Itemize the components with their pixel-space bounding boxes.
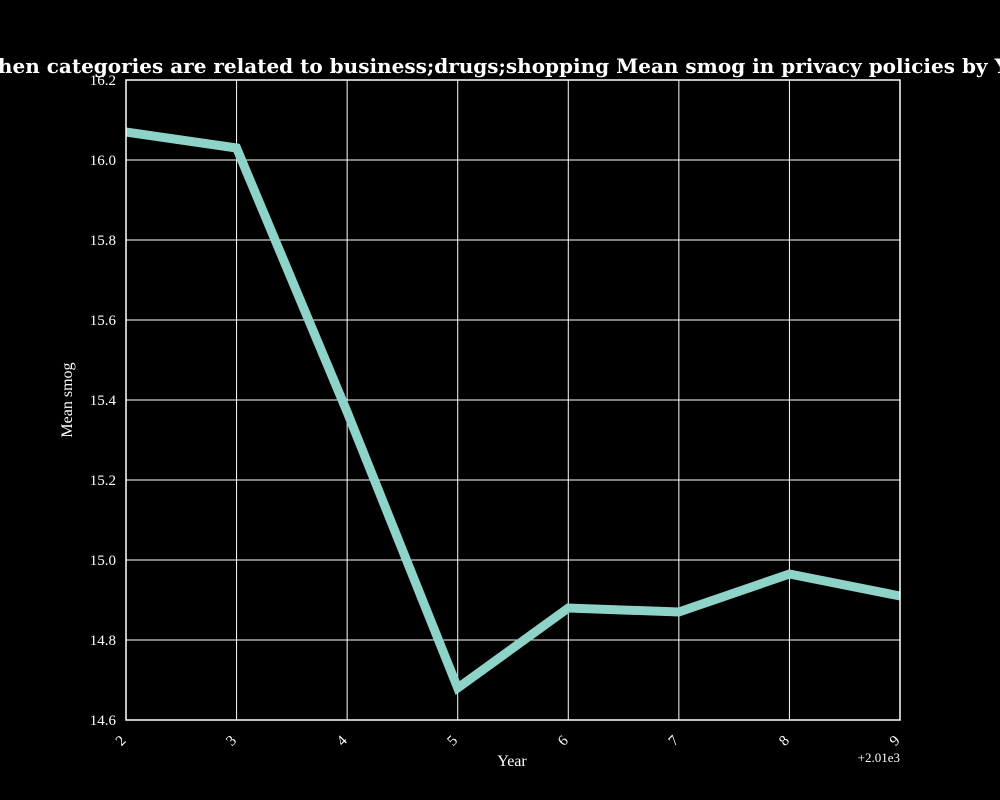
data-point: [567, 607, 569, 609]
x-axis-offset-label: +2.01e3: [858, 750, 900, 765]
y-tick-label: 15.6: [90, 313, 117, 329]
y-tick-label: 15.0: [90, 553, 116, 569]
chart-title: when categories are related to business;…: [0, 54, 1000, 78]
data-point: [346, 411, 348, 413]
y-tick-label: 15.8: [90, 233, 116, 249]
y-tick-label: 15.2: [90, 473, 116, 489]
data-point: [788, 573, 790, 575]
data-point: [678, 611, 680, 613]
y-tick-label: 16.2: [90, 73, 116, 89]
plot-frame: [125, 79, 901, 721]
y-tick-label: 16.0: [90, 153, 116, 169]
data-point: [457, 687, 459, 689]
y-axis-label: Mean smog: [59, 362, 76, 437]
x-axis-label: Year: [497, 753, 527, 770]
y-tick-label: 14.8: [90, 633, 116, 649]
y-tick-label: 14.6: [90, 713, 117, 729]
data-point: [236, 147, 238, 149]
series-line: [125, 127, 901, 696]
y-tick-label: 15.4: [90, 393, 117, 409]
